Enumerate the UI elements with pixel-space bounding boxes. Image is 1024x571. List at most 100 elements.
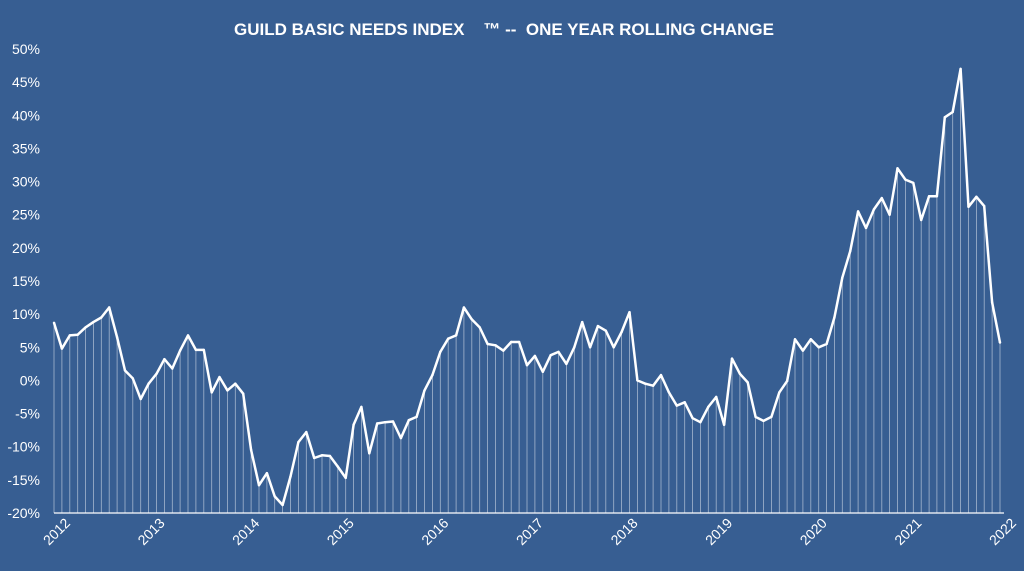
data-point — [880, 196, 883, 200]
data-point — [833, 316, 836, 319]
data-point — [801, 349, 805, 352]
data-point — [52, 321, 56, 324]
data-point — [336, 465, 339, 468]
data-point — [328, 454, 332, 458]
data-point — [620, 330, 623, 334]
data-point — [904, 178, 907, 181]
data-point — [92, 320, 95, 324]
chart-title: GUILD BASIC NEEDS INDEX ™ -- ONE YEAR RO… — [234, 20, 774, 39]
data-point — [305, 430, 308, 434]
y-tick-label: -5% — [15, 406, 40, 422]
data-point — [76, 333, 79, 336]
x-tick-label: 2015 — [324, 515, 357, 548]
data-point — [470, 318, 473, 321]
data-point — [959, 67, 962, 71]
data-point — [573, 346, 576, 349]
data-point — [841, 276, 844, 279]
y-tick-label: -20% — [7, 505, 40, 521]
x-tick-label: 2018 — [607, 515, 640, 548]
data-point — [289, 475, 292, 478]
data-point — [920, 218, 923, 222]
data-point — [691, 417, 694, 420]
x-tick-label: 2016 — [418, 515, 451, 548]
data-point — [297, 440, 300, 444]
data-point — [864, 226, 868, 230]
y-tick-label: 30% — [12, 174, 40, 190]
drop-lines — [53, 68, 1001, 513]
y-tick-label: -15% — [7, 472, 40, 488]
data-point — [147, 382, 150, 385]
data-point — [746, 381, 749, 384]
data-point — [407, 419, 410, 422]
data-point — [856, 210, 860, 213]
data-point — [265, 472, 269, 475]
data-point — [226, 389, 229, 392]
data-point — [683, 401, 686, 404]
data-point — [415, 415, 418, 419]
data-point — [951, 110, 954, 114]
data-point — [234, 382, 237, 385]
x-tick-label: 2022 — [986, 515, 1019, 548]
data-point — [257, 484, 261, 487]
data-point — [825, 342, 828, 346]
data-point — [888, 213, 891, 216]
y-tick-label: 35% — [12, 140, 40, 156]
data-point — [186, 334, 190, 337]
y-tick-label: 10% — [12, 306, 40, 322]
data-point — [612, 346, 615, 349]
data-point — [998, 341, 1002, 344]
data-point — [178, 349, 182, 352]
data-point — [541, 370, 544, 373]
data-point — [699, 421, 702, 424]
data-point — [352, 423, 355, 426]
data-point — [155, 372, 158, 375]
data-point — [478, 326, 481, 329]
data-point — [391, 420, 395, 423]
data-point — [320, 454, 324, 457]
data-point — [659, 373, 663, 377]
data-point — [510, 340, 513, 344]
data-point — [171, 367, 174, 370]
data-point — [486, 342, 489, 346]
data-point — [431, 373, 434, 377]
data-point — [139, 397, 142, 401]
data-point — [912, 181, 915, 185]
data-point — [722, 423, 726, 426]
data-point — [60, 347, 64, 350]
data-point — [242, 392, 245, 395]
data-point — [202, 348, 205, 352]
data-point — [667, 391, 671, 394]
data-point — [872, 208, 876, 211]
y-tick-label: 45% — [12, 74, 40, 90]
data-point — [249, 448, 253, 452]
data-point — [565, 362, 568, 366]
data-point — [273, 495, 276, 498]
data-point — [604, 329, 607, 332]
data-point — [715, 395, 718, 399]
data-point — [549, 354, 552, 357]
y-tick-label: 15% — [12, 273, 40, 289]
data-point — [194, 348, 198, 352]
data-point — [785, 379, 789, 383]
data-point — [730, 357, 734, 360]
data-point — [967, 205, 970, 208]
data-point — [163, 358, 166, 361]
data-point — [557, 350, 560, 354]
data-point — [494, 344, 497, 347]
data-point — [596, 324, 600, 328]
data-point — [447, 337, 450, 340]
x-tick-label: 2019 — [702, 515, 735, 548]
x-tick-label: 2013 — [134, 515, 167, 548]
data-point — [644, 382, 647, 385]
data-point — [817, 346, 820, 349]
data-point — [707, 405, 710, 409]
data-point — [983, 204, 986, 208]
data-point — [368, 452, 371, 455]
data-point — [210, 391, 213, 394]
data-point — [533, 354, 537, 358]
data-point — [581, 320, 584, 324]
data-point — [84, 326, 87, 329]
y-tick-label: 25% — [12, 207, 40, 223]
